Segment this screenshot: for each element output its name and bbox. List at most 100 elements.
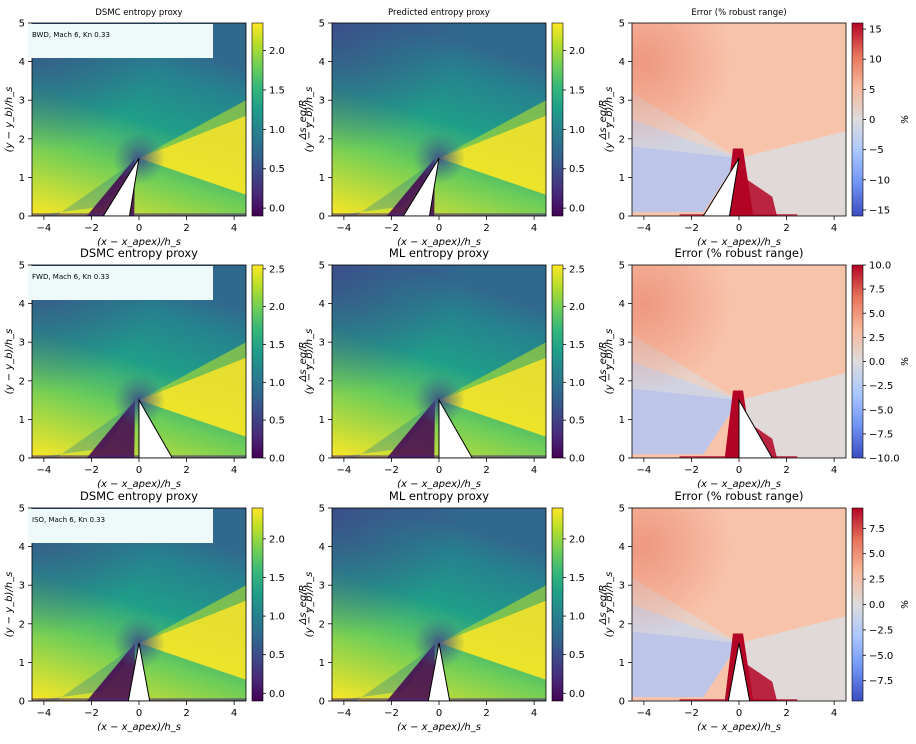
y-tick-label: 2	[19, 376, 25, 387]
x-tick-label: −2	[384, 223, 399, 234]
y-tick-label: 0	[619, 454, 625, 465]
x-axis-label: (x − x_apex)/h_s	[697, 237, 781, 248]
x-tick-label: −4	[37, 223, 52, 234]
colorbar-tick-label: 1.0	[569, 612, 585, 623]
x-tick-label: −2	[684, 465, 699, 476]
colorbar-tick-label: 2.0	[269, 302, 285, 313]
colorbar-tick-label: 2.0	[269, 46, 285, 57]
x-tick-label: 2	[183, 708, 189, 719]
y-tick-label: 1	[619, 173, 625, 184]
x-tick-label: 0	[736, 223, 742, 234]
colorbar-tick-label: 5	[869, 85, 875, 96]
x-tick-label: −4	[37, 465, 52, 476]
panel-2-2: −4 −2 0 2 4 0 1 2 3 4 5 (x − x_apex)/h_s (y − y_b)/h…	[604, 489, 911, 733]
x-tick-label: −4	[637, 465, 652, 476]
x-tick-label: 0	[436, 465, 442, 476]
panel-title: Error (% robust range)	[675, 489, 804, 503]
colorbar-label: %	[900, 357, 911, 367]
y-tick-label: 1	[19, 658, 25, 669]
y-axis-label: (y − y_b)/h_s	[604, 572, 615, 638]
y-tick-label: 3	[19, 96, 25, 107]
y-tick-label: 4	[19, 542, 25, 553]
y-axis-label: (y − y_b)/h_s	[4, 87, 15, 153]
panel-title: DSMC entropy proxy	[80, 489, 198, 503]
heatmap-field	[632, 23, 846, 216]
x-tick-label: 0	[136, 708, 142, 719]
colorbar-tick-label: 0.0	[269, 689, 285, 700]
y-tick-label: 4	[619, 299, 625, 310]
y-axis-label: (y − y_b)/h_s	[304, 572, 315, 638]
colorbar-tick-label: 1.5	[269, 573, 285, 584]
y-tick-label: 1	[19, 415, 25, 426]
y-tick-label: 1	[319, 658, 325, 669]
y-tick-label: 4	[319, 542, 325, 553]
y-tick-label: 3	[319, 338, 325, 349]
colorbar-tick-label: −7.5	[869, 676, 893, 687]
x-tick-label: 4	[531, 223, 537, 234]
panel-0-0: −4 −2 0 2 4 0 1 2 3 4 5 (x − x_apex)/h_s (y − y_b)/h…	[4, 8, 309, 248]
colorbar-label: Δs_eq/R	[298, 585, 309, 626]
x-tick-label: −2	[84, 465, 99, 476]
x-tick-label: 4	[831, 223, 837, 234]
y-tick-label: 3	[619, 581, 625, 592]
body-wedge	[402, 157, 440, 216]
y-tick-label: 5	[319, 261, 325, 272]
colorbar-tick-label: 0.0	[869, 357, 885, 368]
y-tick-label: 3	[19, 581, 25, 592]
y-tick-label: 0	[19, 212, 25, 223]
colorbar-tick-label: 1.0	[569, 125, 585, 136]
colorbar-label: Δs_eq/R	[298, 100, 309, 141]
x-tick-label: −2	[384, 465, 399, 476]
y-tick-label: 3	[619, 338, 625, 349]
x-tick-label: 2	[483, 223, 489, 234]
colorbar-tick-label: 5.0	[869, 549, 885, 560]
heatmap-field	[332, 23, 546, 216]
y-tick-label: 4	[619, 542, 625, 553]
y-tick-label: 4	[619, 57, 625, 68]
case-label-box	[28, 509, 213, 543]
y-tick-label: 0	[619, 212, 625, 223]
colorbar-tick-label: 0.0	[569, 204, 585, 215]
y-tick-label: 5	[319, 19, 325, 30]
colorbar	[251, 22, 264, 217]
heatmap-field	[632, 265, 846, 458]
x-tick-label: 2	[483, 708, 489, 719]
colorbar-tick-label: 0	[869, 115, 875, 126]
panel-title: ML entropy proxy	[389, 246, 489, 260]
y-tick-label: 5	[19, 261, 25, 272]
colorbar-label: %	[900, 600, 911, 610]
y-tick-label: 5	[619, 19, 625, 30]
colorbar-tick-label: 0.5	[569, 164, 585, 175]
y-tick-label: 2	[319, 376, 325, 387]
y-tick-label: 4	[19, 299, 25, 310]
case-label-box	[28, 24, 213, 58]
x-axis-label: (x − x_apex)/h_s	[697, 479, 781, 490]
y-tick-label: 1	[619, 658, 625, 669]
y-tick-label: 3	[319, 581, 325, 592]
colorbar-tick-label: −5	[869, 145, 884, 156]
colorbar	[251, 264, 264, 459]
colorbar	[851, 507, 864, 702]
x-tick-label: 4	[831, 465, 837, 476]
x-tick-label: 2	[183, 465, 189, 476]
body-wedge	[738, 398, 773, 458]
x-tick-label: 4	[231, 223, 237, 234]
y-tick-label: 5	[319, 504, 325, 515]
panel-title: Error (% robust range)	[691, 8, 786, 18]
colorbar-tick-label: 1.5	[569, 573, 585, 584]
y-tick-label: 0	[319, 212, 325, 223]
colorbar-tick-label: 0.5	[569, 416, 585, 427]
panel-2-1: −4 −2 0 2 4 0 1 2 3 4 5 (x − x_apex)/h_s (y − y_b)/h…	[304, 489, 609, 733]
y-tick-label: 5	[19, 504, 25, 515]
y-axis-label: (y − y_b)/h_s	[4, 572, 15, 638]
y-tick-label: 1	[319, 173, 325, 184]
colorbar-label: Δs_eq/R	[598, 585, 609, 626]
x-tick-label: 4	[531, 708, 537, 719]
colorbar	[851, 264, 864, 459]
case-label: BWD, Mach 6, Kn 0.33	[32, 31, 110, 39]
colorbar-tick-label: 0.0	[269, 204, 285, 215]
y-tick-label: 3	[319, 96, 325, 107]
colorbar-tick-label: 2.0	[569, 302, 585, 313]
colorbar-tick-label: 0.5	[269, 416, 285, 427]
colorbar-tick-label: 2.0	[569, 46, 585, 57]
